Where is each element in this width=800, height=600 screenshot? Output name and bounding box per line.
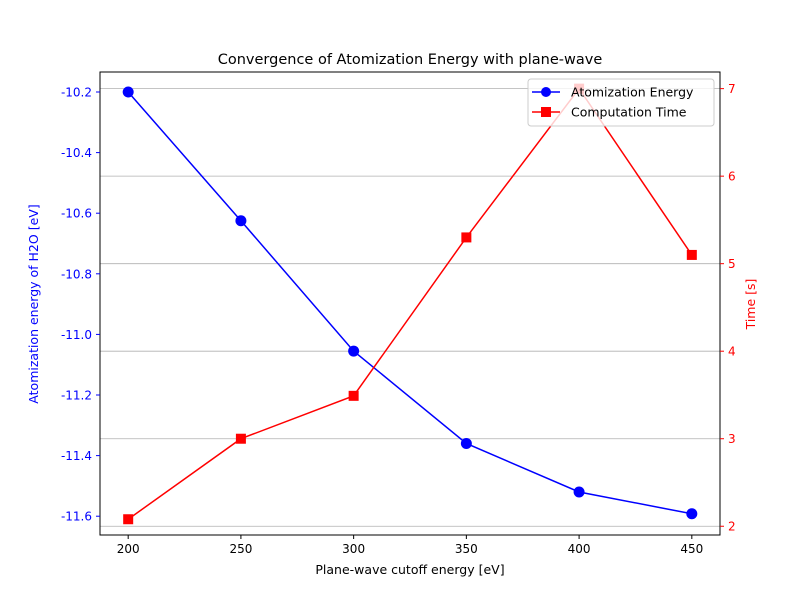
axes: 200 250 300 350 400 450 -10.2 -10.4 -10.6 -10.8 -1… (61, 82, 736, 556)
plot-area (122, 83, 698, 525)
computation-time-point (461, 232, 472, 243)
atomization-energy-line (127, 91, 692, 515)
legend-time-label: Computation Time (571, 105, 687, 120)
atomization-energy-point (686, 508, 698, 520)
right-y-tick-label: 5 (728, 257, 736, 271)
computation-time-point (686, 249, 697, 260)
x-tick-label: 200 (117, 542, 140, 556)
right-y-tick-label: 6 (728, 170, 736, 184)
right-y-axis-label: Time [s] (743, 279, 758, 331)
right-y-tick-label: 4 (728, 345, 736, 359)
right-y-tick-label: 7 (728, 82, 736, 96)
legend-atomization-label: Atomization Energy (571, 85, 694, 100)
left-y-tick-label: -11.0 (61, 328, 92, 342)
right-y-tick-label: 2 (728, 520, 736, 534)
computation-time-point (123, 514, 134, 525)
left-y-tick-label: -11.6 (61, 510, 92, 524)
computation-time-point (235, 433, 246, 444)
atomization-energy-point (573, 486, 585, 498)
x-tick-label: 300 (342, 542, 365, 556)
right-y-tick-label: 3 (728, 432, 736, 446)
left-y-tick-label: -11.2 (61, 389, 92, 403)
x-tick-label: 400 (568, 542, 591, 556)
atomization-energy-point (235, 215, 247, 227)
legend-frame (527, 78, 715, 127)
x-tick-label: 350 (455, 542, 478, 556)
left-y-tick-label: -10.2 (61, 85, 92, 99)
chart-title: Convergence of Atomization Energy with p… (218, 52, 603, 68)
x-tick-label: 250 (229, 542, 252, 556)
atomization-energy-point (348, 345, 360, 357)
left-y-tick-label: -10.6 (61, 207, 92, 221)
left-y-tick-label: -11.4 (61, 449, 92, 463)
left-y-axis-label: Atomization energy of H2O [eV] (26, 204, 41, 403)
legend-atomization-marker (541, 87, 551, 97)
legend: Atomization Energy Computation Time (527, 78, 715, 127)
left-y-tick-label: -10.8 (61, 267, 92, 281)
legend-time-marker (541, 107, 551, 117)
plot-frame (99, 71, 721, 536)
x-tick-label: 450 (680, 542, 703, 556)
x-axis-label: Plane-wave cutoff energy [eV] (315, 562, 504, 577)
computation-time-point (348, 390, 359, 401)
atomization-energy-point (460, 437, 472, 449)
left-y-tick-label: -10.4 (61, 146, 92, 160)
atomization-energy-point (122, 86, 134, 98)
